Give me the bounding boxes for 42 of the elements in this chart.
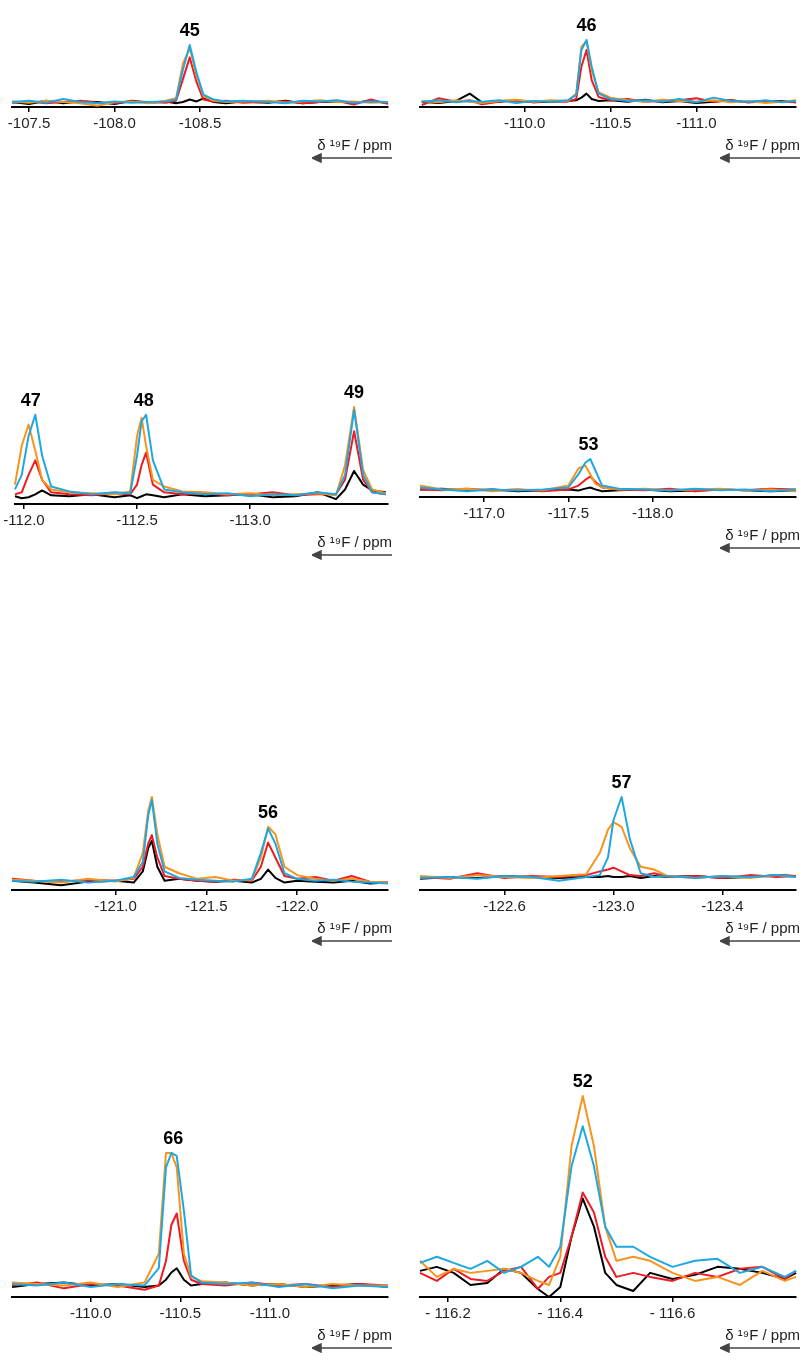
x-tick-label: -108.5 — [178, 114, 222, 132]
x-tick-label: -121.5 — [185, 897, 228, 915]
annotation: 47 — [20, 389, 41, 410]
x-tick-label: -111.0 — [249, 1304, 290, 1322]
x-axis-title: δ ¹⁹F / ppm — [724, 1326, 801, 1343]
x-tick-label: -122.6 — [483, 897, 526, 915]
annotation: 57 — [611, 771, 632, 792]
x-tick-label: -107.5 — [7, 114, 51, 132]
x-tick-label: -117.0 — [463, 504, 505, 522]
annotation: 49 — [344, 381, 365, 402]
x-axis-title: δ ¹⁹F / ppm — [316, 136, 393, 153]
annotation: 56 — [258, 801, 279, 822]
x-axis-title: δ ¹⁹F / ppm — [316, 533, 393, 550]
x-tick-label: -111.0 — [676, 114, 717, 132]
x-tick-label: -113.0 — [229, 511, 271, 529]
annotation: 53 — [578, 433, 599, 454]
x-tick-label: -110.5 — [589, 114, 632, 132]
x-axis-title: δ ¹⁹F / ppm — [724, 526, 801, 543]
x-tick-label: -117.5 — [547, 504, 590, 522]
x-tick-label: -122.0 — [275, 897, 319, 915]
x-tick-label: -110.0 — [504, 114, 546, 132]
annotation: 52 — [572, 1070, 593, 1091]
x-tick-label: - 116.4 — [537, 1304, 584, 1322]
x-axis-title: δ ¹⁹F / ppm — [724, 919, 801, 936]
x-tick-label: -123.0 — [592, 897, 635, 915]
x-tick-label: -123.4 — [701, 897, 744, 915]
x-tick-label: -110.0 — [70, 1304, 112, 1322]
x-axis-title: δ ¹⁹F / ppm — [316, 1326, 393, 1343]
x-tick-label: - 116.2 — [425, 1304, 471, 1322]
x-tick-label: -118.0 — [631, 504, 674, 522]
x-tick-label: -112.0 — [3, 511, 45, 529]
annotation: 66 — [163, 1127, 184, 1148]
annotation: 48 — [133, 389, 154, 410]
x-tick-label: -108.0 — [93, 114, 136, 132]
x-tick-label: -121.0 — [94, 897, 137, 915]
annotation: 45 — [179, 19, 200, 40]
x-axis-title: δ ¹⁹F / ppm — [724, 136, 801, 153]
annotation: 46 — [576, 14, 597, 35]
x-tick-label: - 116.6 — [649, 1304, 696, 1322]
x-tick-label: -110.5 — [159, 1304, 202, 1322]
x-tick-label: -112.5 — [116, 511, 158, 529]
x-axis-title: δ ¹⁹F / ppm — [316, 919, 393, 936]
